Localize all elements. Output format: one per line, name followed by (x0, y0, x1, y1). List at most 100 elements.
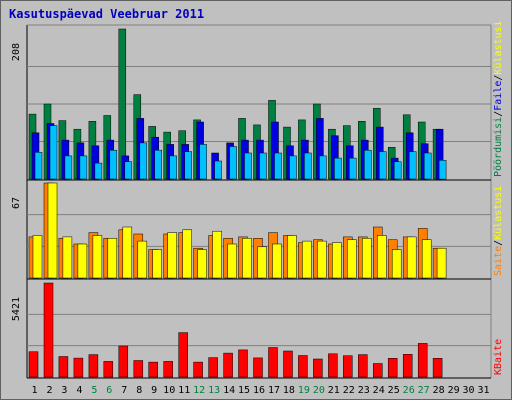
bar-top-Külastusi-6 (109, 149, 118, 180)
bar-top-Külastusi-16 (259, 152, 267, 180)
bar-bottom-KBaite-13 (208, 357, 218, 378)
legend-item: Pöördumisi (493, 117, 504, 177)
x-tick-label-22: 22 (343, 385, 355, 396)
bar-bottom-KBaite-8 (133, 360, 144, 378)
bar-middle-Külastusi-11 (182, 229, 192, 279)
bar-top-Külastusi-15 (244, 152, 252, 180)
bar-top-Külastusi-4 (79, 155, 88, 180)
x-tick-label-28: 28 (433, 385, 445, 396)
bar-top-Külastusi-10 (169, 155, 177, 180)
bar-bottom-KBaite-12 (193, 361, 203, 378)
bar-bottom-KBaite-2 (43, 282, 54, 378)
bar-bottom-KBaite-17 (268, 347, 278, 378)
legend-top: Pöördumisi/Faile/Külastusi (493, 20, 504, 177)
ymax-label-middle: 67 (11, 197, 22, 209)
bar-bottom-KBaite-22 (343, 355, 353, 378)
bar-top-Külastusi-27 (423, 152, 432, 180)
bar-bottom-KBaite-6 (103, 361, 114, 378)
bar-bottom-KBaite-9 (148, 361, 158, 378)
x-tick-label-8: 8 (136, 385, 142, 396)
bar-middle-Külastusi-2 (47, 182, 58, 279)
x-tick-label-19: 19 (298, 385, 310, 396)
bar-top-Külastusi-2 (49, 125, 58, 180)
x-tick-label-29: 29 (448, 385, 460, 396)
bar-top-Külastusi-20 (319, 155, 327, 180)
bar-bottom-KBaite-19 (298, 355, 308, 378)
bar-top-Külastusi-28 (438, 160, 447, 180)
bar-middle-Külastusi-27 (421, 239, 432, 279)
bar-bottom-KBaite-7 (118, 345, 129, 378)
x-tick-label-3: 3 (61, 385, 67, 396)
bar-bottom-KBaite-24 (373, 363, 383, 378)
legend-item: / (493, 75, 504, 81)
bar-middle-Külastusi-15 (242, 238, 252, 279)
x-tick-label-4: 4 (76, 385, 82, 396)
bar-bottom-KBaite-15 (238, 349, 248, 378)
x-tick-label-11: 11 (178, 385, 190, 396)
bar-bottom-KBaite-10 (163, 361, 173, 378)
ymax-label-bottom: 5421 (11, 297, 22, 321)
x-tick-label-2: 2 (46, 385, 52, 396)
bar-middle-Külastusi-7 (122, 226, 133, 279)
bar-top-Külastusi-22 (349, 157, 357, 180)
x-tick-label-26: 26 (403, 385, 415, 396)
legend-item: / (493, 240, 504, 246)
legend-bottom: KBaite (493, 339, 504, 375)
x-tick-label-25: 25 (388, 385, 400, 396)
bar-top-Külastusi-5 (94, 162, 103, 180)
x-tick-label-13: 13 (208, 385, 220, 396)
bar-top-Külastusi-14 (229, 146, 237, 180)
chart-title: Kasutuspäevad Veebruar 2011 (9, 7, 204, 21)
bar-middle-Külastusi-5 (92, 235, 103, 279)
ymax-label-top: 208 (11, 43, 22, 61)
x-tick-label-1: 1 (31, 385, 37, 396)
bar-bottom-KBaite-5 (88, 354, 99, 378)
legend-item: Faile (493, 81, 504, 111)
x-tick-label-20: 20 (313, 385, 325, 396)
bar-top-Külastusi-3 (64, 155, 73, 180)
x-tick-label-9: 9 (151, 385, 157, 396)
bar-bottom-KBaite-14 (223, 352, 233, 378)
bar-top-Külastusi-12 (199, 144, 207, 180)
x-tick-label-10: 10 (163, 385, 175, 396)
bar-middle-Külastusi-9 (152, 249, 162, 279)
legend-item: / (493, 111, 504, 117)
bar-bottom-KBaite-25 (387, 358, 398, 378)
bar-bottom-KBaite-1 (28, 351, 39, 378)
bar-middle-Külastusi-14 (227, 243, 237, 279)
bar-middle-Külastusi-28 (436, 247, 447, 279)
x-tick-label-7: 7 (121, 385, 127, 396)
bar-top-Külastusi-17 (274, 152, 282, 180)
bar-top-Külastusi-7 (124, 161, 133, 180)
bar-bottom-KBaite-28 (432, 358, 443, 378)
x-tick-label-18: 18 (283, 385, 295, 396)
bar-middle-Külastusi-6 (107, 238, 118, 279)
bar-middle-Külastusi-23 (362, 238, 372, 279)
x-tick-label-30: 30 (462, 385, 474, 396)
bar-middle-Külastusi-3 (62, 236, 73, 279)
bar-top-Külastusi-18 (289, 155, 297, 180)
bar-middle-Külastusi-26 (406, 236, 417, 279)
x-tick-label-27: 27 (418, 385, 430, 396)
legend-item: Saite (493, 246, 504, 276)
bar-bottom-KBaite-11 (178, 332, 188, 378)
bar-middle-Külastusi-10 (167, 232, 177, 279)
bar-top-Külastusi-24 (379, 151, 387, 180)
bar-middle-Külastusi-25 (391, 249, 402, 279)
x-tick-label-16: 16 (253, 385, 265, 396)
bar-top-Külastusi-9 (154, 149, 162, 180)
bar-bottom-KBaite-16 (253, 357, 263, 378)
bar-top-Külastusi-1 (34, 152, 43, 180)
bar-bottom-KBaite-26 (402, 354, 413, 378)
x-tick-label-23: 23 (358, 385, 370, 396)
bar-middle-Külastusi-22 (347, 239, 357, 279)
x-tick-label-17: 17 (268, 385, 280, 396)
bar-middle-Külastusi-8 (137, 240, 148, 279)
bar-top-Külastusi-23 (364, 149, 372, 180)
bar-top-Külastusi-13 (214, 160, 222, 180)
x-tick-label-21: 21 (328, 385, 340, 396)
bar-top-Külastusi-21 (334, 157, 342, 180)
bar-top-Külastusi-19 (304, 152, 312, 180)
